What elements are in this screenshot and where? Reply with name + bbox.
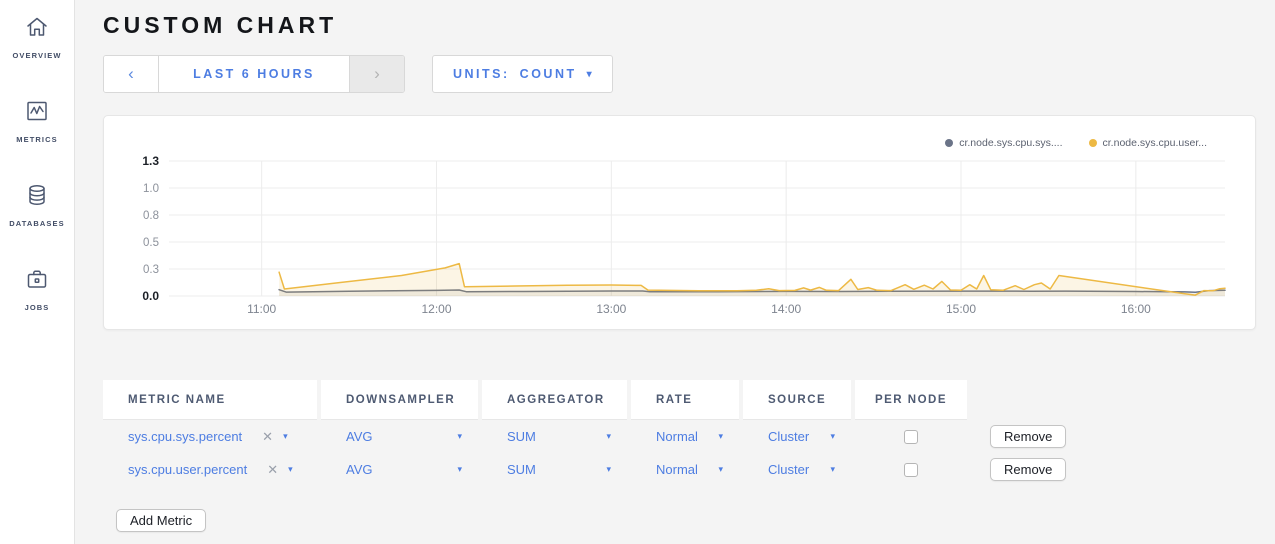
main-content: CUSTOM CHART ‹ LAST 6 HOURS › UNITS: COU…: [75, 0, 1275, 544]
add-metric-button[interactable]: Add Metric: [116, 509, 207, 532]
sidebar-item-label: JOBS: [24, 303, 50, 312]
sidebar-item-overview[interactable]: OVERVIEW: [12, 14, 61, 60]
remove-metric-button[interactable]: Remove: [990, 425, 1067, 448]
source-dropdown[interactable]: Cluster ▾: [768, 429, 851, 444]
table-row: sys.cpu.sys.percent ✕ ▾ AVG ▾ SUM ▾: [103, 420, 1256, 453]
chevron-down-icon: ▾: [718, 464, 723, 474]
legend-item-user[interactable]: cr.node.sys.cpu.user...: [1088, 137, 1207, 149]
source-value: Cluster: [768, 462, 810, 477]
svg-text:1.0: 1.0: [143, 183, 159, 195]
metric-name-dropdown[interactable]: sys.cpu.user.percent ✕ ▾: [128, 462, 317, 478]
line-chart: 0.0 0.3 0.5 0.8 1.0 1.3 11:00 12:00 13:00 14:00 15…: [142, 154, 1226, 316]
chart-legend: cr.node.sys.cpu.sys.... cr.node.sys.cpu.…: [945, 137, 1207, 149]
aggregator-value: SUM: [507, 429, 536, 444]
per-node-checkbox[interactable]: [904, 462, 918, 477]
jobs-icon: [24, 266, 50, 297]
svg-text:0.3: 0.3: [143, 264, 159, 276]
time-range-label: LAST 6 HOURS: [193, 67, 315, 81]
chart-controls: ‹ LAST 6 HOURS › UNITS: COUNT ▾: [103, 55, 1256, 93]
chevron-down-icon: ▾: [457, 464, 462, 474]
column-header-rate: RATE: [631, 380, 739, 420]
units-value: COUNT: [519, 67, 577, 81]
svg-text:11:00: 11:00: [247, 302, 276, 316]
svg-text:0.0: 0.0: [142, 289, 159, 303]
time-range-next-button[interactable]: ›: [349, 56, 404, 92]
chevron-down-icon: ▾: [288, 464, 293, 474]
svg-text:13:00: 13:00: [596, 302, 626, 316]
sidebar-item-jobs[interactable]: JOBS: [24, 266, 50, 312]
rate-dropdown[interactable]: Normal ▾: [656, 429, 739, 444]
per-node-checkbox[interactable]: [904, 429, 918, 444]
legend-label: cr.node.sys.cpu.user...: [1102, 137, 1207, 149]
time-range-prev-button[interactable]: ‹: [104, 56, 159, 92]
chevron-down-icon: ▾: [718, 431, 723, 441]
column-header-per-node: PER NODE: [855, 380, 967, 420]
rate-dropdown[interactable]: Normal ▾: [656, 462, 739, 477]
column-header-downsampler: DOWNSAMPLER: [321, 380, 478, 420]
svg-text:12:00: 12:00: [421, 302, 451, 316]
aggregator-value: SUM: [507, 462, 536, 477]
sidebar-item-label: DATABASES: [9, 219, 65, 228]
downsampler-value: AVG: [346, 429, 373, 444]
sidebar-item-label: OVERVIEW: [12, 51, 62, 60]
home-icon: [24, 14, 50, 45]
downsampler-dropdown[interactable]: AVG ▾: [346, 429, 478, 444]
rate-value: Normal: [656, 462, 698, 477]
legend-dot: [1088, 139, 1097, 147]
column-header-aggregator: AGGREGATOR: [482, 380, 627, 420]
time-range-selector: ‹ LAST 6 HOURS ›: [103, 55, 405, 93]
chevron-down-icon: ▾: [606, 431, 611, 441]
chevron-down-icon: ▾: [283, 431, 288, 441]
table-row: sys.cpu.user.percent ✕ ▾ AVG ▾ SUM ▾: [103, 453, 1256, 486]
downsampler-dropdown[interactable]: AVG ▾: [346, 462, 478, 477]
aggregator-dropdown[interactable]: SUM ▾: [507, 429, 627, 444]
sidebar: OVERVIEW METRICS DATABASES JOBS: [0, 0, 75, 544]
sidebar-item-label: METRICS: [16, 135, 58, 144]
legend-item-sys[interactable]: cr.node.sys.cpu.sys....: [945, 137, 1063, 149]
units-label: UNITS:: [453, 67, 510, 81]
table-header-row: METRIC NAME DOWNSAMPLER AGGREGATOR RATE …: [103, 380, 1256, 420]
source-dropdown[interactable]: Cluster ▾: [768, 462, 851, 477]
units-dropdown[interactable]: UNITS: COUNT ▾: [432, 55, 613, 93]
metric-name-value: sys.cpu.user.percent: [128, 462, 248, 477]
chart-card: cr.node.sys.cpu.sys.... cr.node.sys.cpu.…: [103, 115, 1256, 330]
chevron-down-icon: ▾: [830, 431, 835, 441]
metrics-table: METRIC NAME DOWNSAMPLER AGGREGATOR RATE …: [103, 380, 1256, 532]
metric-name-dropdown[interactable]: sys.cpu.sys.percent ✕ ▾: [128, 429, 317, 445]
sidebar-item-metrics[interactable]: METRICS: [16, 98, 57, 144]
source-value: Cluster: [768, 429, 810, 444]
legend-label: cr.node.sys.cpu.sys....: [959, 137, 1063, 149]
metrics-icon: [24, 98, 50, 129]
metric-name-value: sys.cpu.sys.percent: [128, 429, 243, 444]
chevron-down-icon: ▾: [830, 464, 835, 474]
svg-text:16:00: 16:00: [1121, 302, 1151, 316]
svg-text:14:00: 14:00: [771, 302, 801, 316]
aggregator-dropdown[interactable]: SUM ▾: [507, 462, 627, 477]
rate-value: Normal: [656, 429, 698, 444]
databases-icon: [24, 182, 50, 213]
downsampler-value: AVG: [346, 462, 373, 477]
svg-text:1.3: 1.3: [142, 154, 159, 168]
clear-metric-icon[interactable]: ✕: [267, 461, 279, 477]
svg-text:15:00: 15:00: [946, 302, 976, 316]
chevron-down-icon: ▾: [606, 464, 611, 474]
chevron-down-icon: ▾: [457, 431, 462, 441]
chevron-left-icon: ‹: [128, 64, 134, 83]
legend-dot: [945, 139, 954, 147]
svg-text:0.5: 0.5: [143, 237, 159, 249]
clear-metric-icon[interactable]: ✕: [262, 428, 274, 444]
chevron-down-icon: ▾: [586, 68, 592, 80]
sidebar-item-databases[interactable]: DATABASES: [9, 182, 64, 228]
chevron-right-icon: ›: [374, 64, 380, 83]
page-title: CUSTOM CHART: [103, 12, 338, 38]
time-range-dropdown[interactable]: LAST 6 HOURS: [159, 56, 349, 92]
column-header-metric-name: METRIC NAME: [103, 380, 317, 420]
remove-metric-button[interactable]: Remove: [990, 458, 1067, 481]
svg-text:0.8: 0.8: [143, 210, 159, 222]
column-header-source: SOURCE: [743, 380, 851, 420]
